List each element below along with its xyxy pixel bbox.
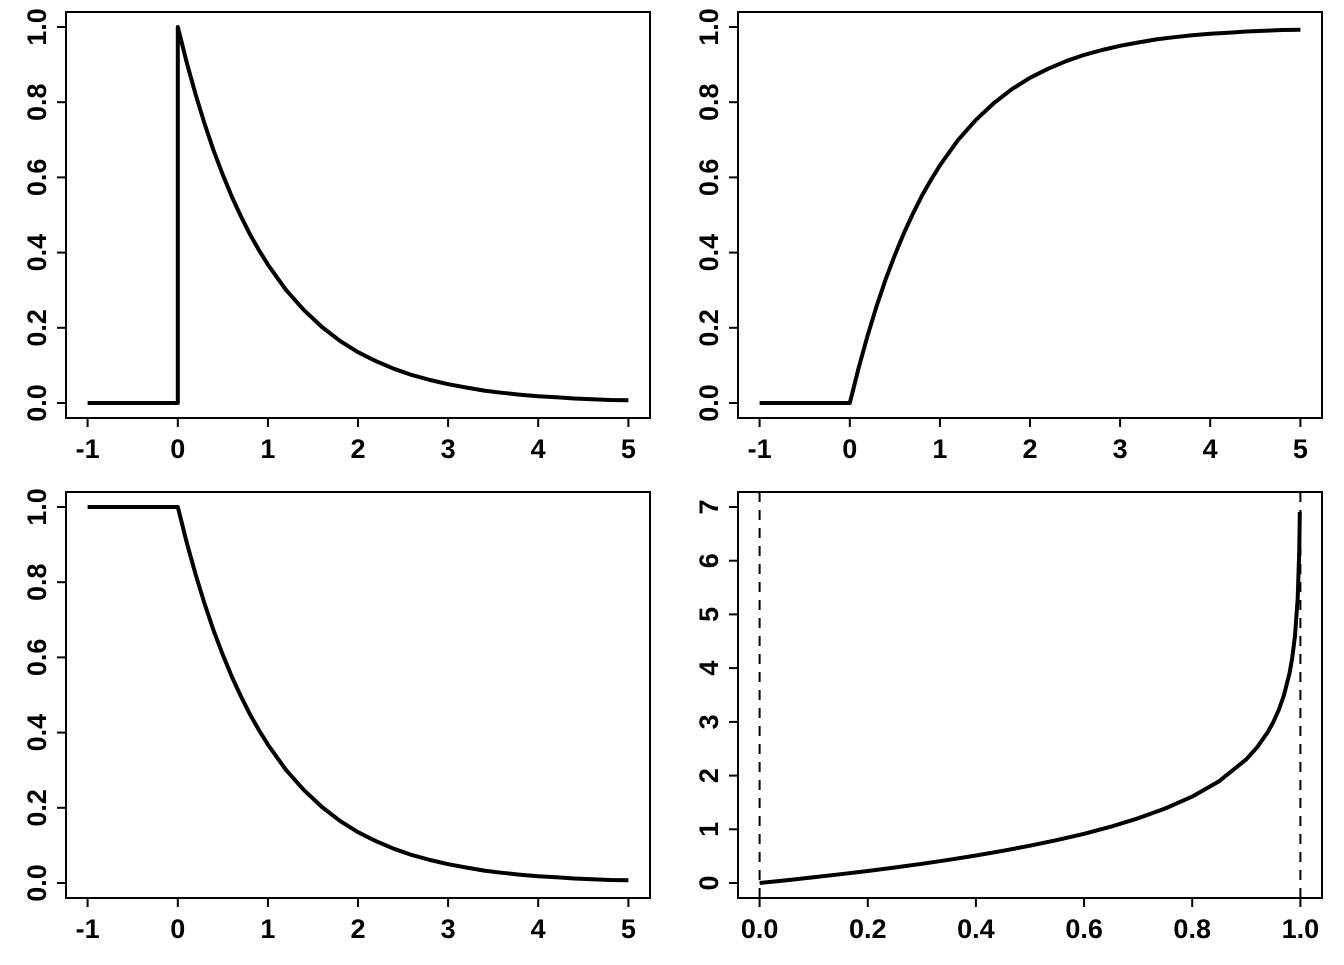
x-tick-label: 0: [170, 914, 185, 944]
exponential-quantile-chart: 0.0 0.2 0.4 0.6 0.8 1.0 0 1 2 3 4 5 6 7: [694, 491, 1323, 944]
x-tick-label: 2: [1022, 434, 1037, 464]
x-tick-label: -1: [76, 434, 100, 464]
x-tick-label: 5: [621, 914, 636, 944]
x-tick-label: 3: [1113, 434, 1128, 464]
y-tick-label: 0.8: [694, 83, 724, 121]
y-tick-label: 0.8: [22, 83, 52, 121]
x-tick-label: 4: [1203, 434, 1218, 464]
x-tick-label: 4: [531, 434, 546, 464]
x-tick-label: 0: [170, 434, 185, 464]
x-tick-label: 3: [441, 434, 456, 464]
x-tick-label: 3: [441, 914, 456, 944]
x-tick-label: 0.4: [957, 914, 995, 944]
curve-cdf: [759, 27, 1301, 405]
curve-quantile: [759, 511, 1302, 885]
x-tick-label: 0.0: [741, 914, 779, 944]
plot-box: [65, 11, 651, 419]
x-tick-label: 5: [1293, 434, 1308, 464]
y-tick-label: 0.6: [22, 639, 52, 677]
y-tick-label: 0.2: [22, 789, 52, 827]
x-tick-label: 1: [260, 914, 275, 944]
y-tick-label: 0.8: [22, 563, 52, 601]
chart-panel-pdf: -1 0 1 2 3 4 5 0.0 0.2 0.4 0.6 0.8 1.0: [0, 0, 672, 480]
plot-box: [65, 491, 651, 899]
curve-survival: [87, 505, 629, 883]
plot-box: [737, 11, 1323, 419]
y-tick-label: 1.0: [22, 488, 52, 526]
y-tick-label: 0: [694, 875, 724, 890]
exponential-cdf-chart: -1 0 1 2 3 4 5 0.0 0.2 0.4 0.6 0.8 1.0: [694, 8, 1323, 464]
y-tick-label: 0.4: [694, 234, 724, 272]
y-tick-label: 4: [694, 661, 724, 676]
y-tick-label: 1.0: [22, 8, 52, 46]
y-tick-label: 0.0: [22, 864, 52, 902]
y-tick-label: 0.6: [694, 159, 724, 197]
y-tick-label: 0.0: [694, 384, 724, 422]
exponential-survival-chart: -1 0 1 2 3 4 5 0.0 0.2 0.4 0.6 0.8 1.0: [22, 488, 651, 944]
y-tick-label: 1.0: [694, 8, 724, 46]
x-tick-label: 4: [531, 914, 546, 944]
y-tick-label: 0.2: [22, 309, 52, 347]
y-tick-label: 3: [694, 714, 724, 729]
x-tick-label: 0.2: [849, 914, 887, 944]
curve-pdf: [87, 25, 629, 405]
x-tick-label: 0.8: [1173, 914, 1211, 944]
chart-panel-cdf: -1 0 1 2 3 4 5 0.0 0.2 0.4 0.6 0.8 1.0: [672, 0, 1344, 480]
x-tick-label: 5: [621, 434, 636, 464]
x-tick-label: 1: [932, 434, 947, 464]
chart-panel-survival: -1 0 1 2 3 4 5 0.0 0.2 0.4 0.6 0.8 1.0: [0, 480, 672, 960]
x-tick-label: 2: [350, 434, 365, 464]
x-tick-label: 0.6: [1065, 914, 1103, 944]
y-tick-label: 7: [694, 499, 724, 514]
x-tick-label: 1.0: [1282, 914, 1320, 944]
y-tick-label: 0.4: [22, 714, 52, 752]
y-tick-label: 0.6: [22, 159, 52, 197]
y-tick-label: 0.0: [22, 384, 52, 422]
chart-panel-quantile: 0.0 0.2 0.4 0.6 0.8 1.0 0 1 2 3 4 5 6 7: [672, 480, 1344, 960]
x-tick-label: -1: [76, 914, 100, 944]
plot-box: [737, 491, 1323, 899]
y-tick-label: 0.4: [22, 234, 52, 272]
y-tick-label: 2: [694, 768, 724, 783]
y-tick-label: 1: [694, 822, 724, 837]
exponential-pdf-chart: -1 0 1 2 3 4 5 0.0 0.2 0.4 0.6 0.8 1.0: [22, 8, 651, 464]
x-tick-label: 2: [350, 914, 365, 944]
y-tick-label: 0.2: [694, 309, 724, 347]
y-tick-label: 6: [694, 553, 724, 568]
x-tick-label: -1: [748, 434, 772, 464]
x-tick-label: 1: [260, 434, 275, 464]
y-tick-label: 5: [694, 607, 724, 622]
x-tick-label: 0: [842, 434, 857, 464]
